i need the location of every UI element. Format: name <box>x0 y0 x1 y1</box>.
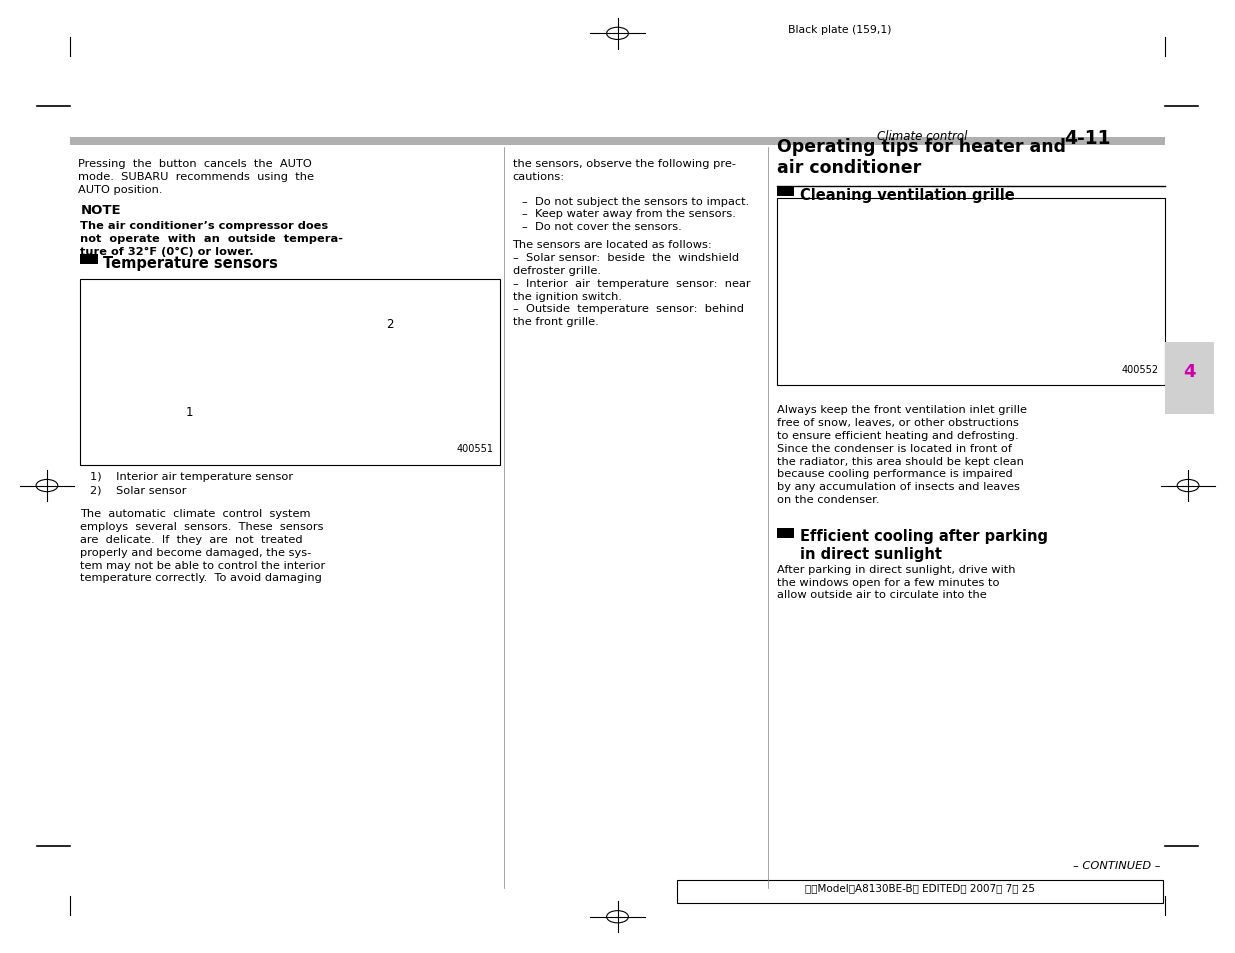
Text: Black plate (159,1): Black plate (159,1) <box>788 25 892 34</box>
Text: Efficient cooling after parking
in direct sunlight: Efficient cooling after parking in direc… <box>800 529 1049 561</box>
Bar <box>80 254 98 265</box>
Bar <box>677 880 1163 903</box>
Text: The sensors are located as follows:
–  Solar sensor:  beside  the  windshield
de: The sensors are located as follows: – So… <box>513 240 750 327</box>
Text: After parking in direct sunlight, drive with
the windows open for a few minutes : After parking in direct sunlight, drive … <box>777 564 1015 599</box>
Text: 4-11: 4-11 <box>1065 129 1112 148</box>
Bar <box>777 187 794 197</box>
Text: The air conditioner’s compressor does
not  operate  with  an  outside  tempera-
: The air conditioner’s compressor does no… <box>80 221 343 256</box>
Bar <box>70 138 1165 146</box>
Text: Pressing  the  button  cancels  the  AUTO
mode.  SUBARU  recommends  using  the
: Pressing the button cancels the AUTO mod… <box>78 159 314 194</box>
Text: The  automatic  climate  control  system
employs  several  sensors.  These  sens: The automatic climate control system emp… <box>80 509 326 583</box>
Text: Operating tips for heater and
air conditioner: Operating tips for heater and air condit… <box>777 138 1066 177</box>
Bar <box>80 279 500 465</box>
Text: Climate control: Climate control <box>877 130 967 143</box>
Text: 400552: 400552 <box>1121 365 1158 375</box>
Text: 4: 4 <box>1183 362 1195 380</box>
Text: Always keep the front ventilation inlet grille
free of snow, leaves, or other ob: Always keep the front ventilation inlet … <box>777 405 1026 504</box>
Text: the sensors, observe the following pre-
cautions:: the sensors, observe the following pre- … <box>513 159 736 182</box>
Text: Cleaning ventilation grille: Cleaning ventilation grille <box>800 188 1015 203</box>
Text: 1)    Interior air temperature sensor
2)    Solar sensor: 1) Interior air temperature sensor 2) So… <box>90 472 293 495</box>
Text: Temperature sensors: Temperature sensors <box>103 255 278 271</box>
Text: – CONTINUED –: – CONTINUED – <box>1073 860 1161 869</box>
Text: NOTE: NOTE <box>80 204 121 217</box>
Text: 2: 2 <box>387 317 394 331</box>
Text: 北米Model「A8130BE-B」 EDITED： 2007／ 7／ 25: 北米Model「A8130BE-B」 EDITED： 2007／ 7／ 25 <box>805 882 1035 892</box>
Text: –  Do not subject the sensors to impact.
–  Keep water away from the sensors.
– : – Do not subject the sensors to impact. … <box>522 196 750 232</box>
Text: 400551: 400551 <box>457 444 494 454</box>
Bar <box>1165 343 1214 415</box>
Text: 1: 1 <box>185 406 193 419</box>
Bar <box>777 199 1165 386</box>
Bar <box>777 528 794 538</box>
